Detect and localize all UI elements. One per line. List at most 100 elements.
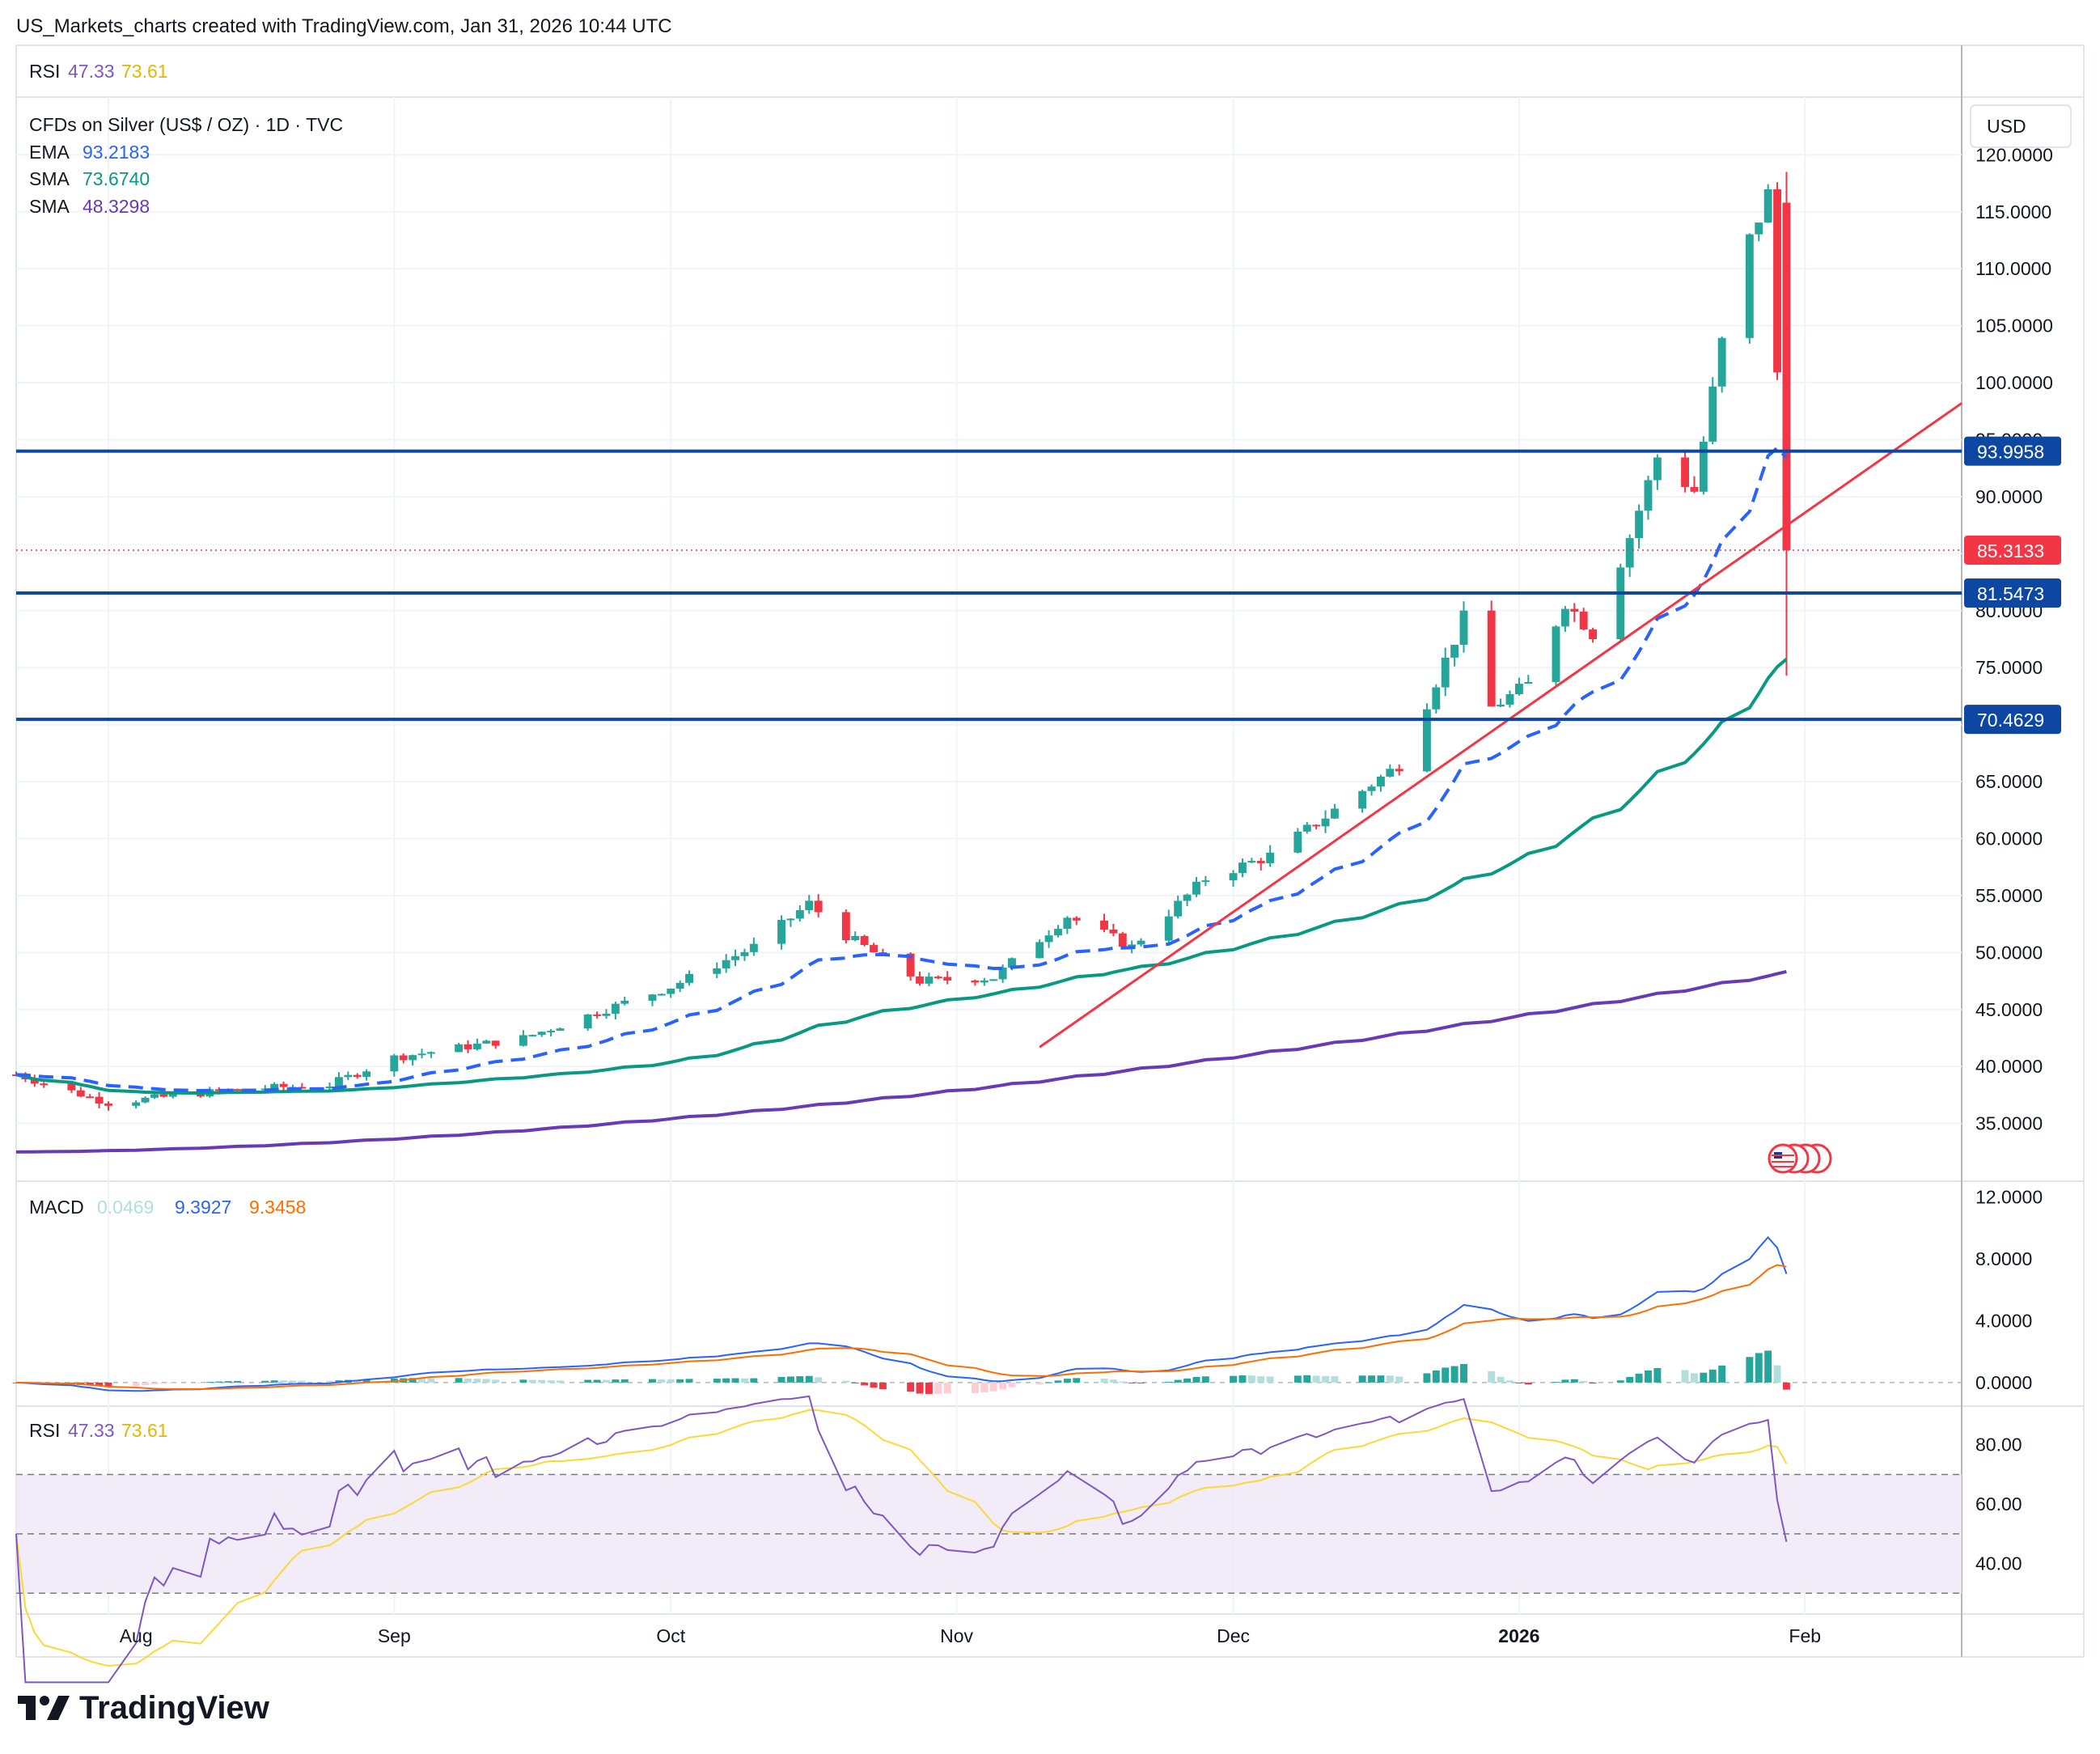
candle-body [1109, 929, 1118, 934]
macd-histogram-bar [1450, 1366, 1459, 1383]
macd-histogram-bar [934, 1382, 942, 1394]
candle-body [1376, 776, 1385, 787]
level-price-label: 70.4629 [1977, 710, 2044, 731]
macd-histogram-bar [612, 1379, 620, 1383]
macd-histogram-bar [95, 1382, 104, 1387]
macd-histogram-bar [805, 1375, 813, 1383]
macd-histogram-bar [1266, 1376, 1274, 1383]
macd-histogram-bar [298, 1380, 306, 1383]
candle-body [1422, 709, 1431, 772]
candle-body [1514, 684, 1523, 695]
candle-body [1745, 234, 1754, 338]
price-axis[interactable]: 120.0000115.0000110.0000105.0000100.0000… [1975, 144, 2053, 1133]
candle-body [491, 1040, 500, 1046]
macd-histogram-bar [722, 1378, 730, 1383]
time-tick-label: Oct [656, 1625, 685, 1646]
macd-histogram-bar [1645, 1370, 1652, 1383]
candle-body [409, 1055, 417, 1061]
candle-body [1008, 958, 1016, 968]
macd-price-axis[interactable]: 12.0000 8.0000 4.0000 0.0000 [1975, 1187, 2043, 1393]
candle-body [76, 1090, 85, 1097]
macd-histogram-bar [1570, 1379, 1578, 1383]
candle-body [675, 982, 684, 989]
candle-body [805, 900, 814, 910]
price-tick-label: 35.0000 [1975, 1113, 2043, 1134]
candle-body [1717, 337, 1726, 387]
candle-body [399, 1055, 408, 1061]
candle-body [777, 920, 785, 944]
macd-histogram-bar [1635, 1373, 1643, 1383]
price-tick-label: 75.0000 [1975, 657, 2043, 678]
candle-body [1312, 824, 1321, 827]
tradingview-logo[interactable]: TradingView [18, 1690, 270, 1726]
candle-body [159, 1094, 168, 1097]
sma-long-line [15, 969, 1787, 1154]
us-flag-event-icon[interactable] [1768, 1143, 1832, 1174]
macd-histogram-bar [1718, 1365, 1726, 1383]
rsi-label: RSI [29, 1420, 60, 1441]
candle-body [1238, 862, 1247, 874]
price-tick-label: 100.0000 [1975, 372, 2053, 393]
candle-body [150, 1094, 159, 1098]
candle-body [1321, 818, 1330, 827]
macd-histogram-bar [713, 1379, 721, 1383]
candle-body [1183, 894, 1192, 901]
candle-body [1072, 917, 1081, 921]
candle-body [1644, 480, 1653, 511]
macd-histogram-bar [1201, 1376, 1209, 1383]
candle-body [620, 1000, 629, 1004]
pane-frame [15, 44, 2085, 1658]
candle-body [906, 953, 915, 977]
candle-body [1441, 657, 1450, 688]
macd-histogram-bar [1165, 1381, 1173, 1383]
macd-tick-label: 8.0000 [1975, 1248, 2032, 1269]
level-price-badge [1964, 705, 2061, 735]
price-tick-label: 40.0000 [1975, 1056, 2043, 1077]
macd-histogram-bar [1773, 1365, 1781, 1383]
candle-body [168, 1094, 177, 1097]
candle-body [980, 980, 989, 983]
rsi-value: 47.33 [68, 1420, 115, 1441]
macd-histogram-bar [1386, 1375, 1394, 1383]
candle-body [602, 1013, 611, 1016]
time-axis[interactable]: Aug Sep Oct Nov Dec 2026 Feb [120, 1625, 1821, 1646]
candle-body [1137, 940, 1145, 945]
rsi-price-axis[interactable]: 80.00 60.00 40.00 [1975, 1434, 2022, 1574]
macd-histogram-bar [261, 1380, 269, 1383]
macd-histogram-bar [1616, 1380, 1624, 1383]
candle-body [1616, 567, 1625, 640]
macd-histogram-bar [455, 1378, 463, 1383]
macd-label: MACD [29, 1197, 84, 1218]
candle-body [104, 1104, 112, 1106]
currency-button[interactable]: USD [1970, 104, 2072, 148]
candle-body [1755, 222, 1763, 235]
macd-histogram-bar [1230, 1375, 1238, 1383]
candle-body [1459, 610, 1468, 645]
top-rsi-label: RSI [29, 61, 60, 82]
candle-body [1487, 610, 1496, 707]
candle-body [1330, 808, 1339, 819]
macd-signal-line [15, 1264, 1787, 1390]
macd-histogram-bar [1460, 1363, 1467, 1383]
macd-histogram-bar [1183, 1378, 1192, 1383]
currency-label: USD [1987, 116, 2026, 137]
macd-histogram-bar [1708, 1369, 1717, 1383]
main-legend: CFDs on Silver (US$ / OZ) · 1D · TVC EMA… [29, 114, 343, 217]
macd-histogram-bar [1626, 1376, 1634, 1383]
tradingview-logo-icon [18, 1696, 70, 1720]
sma-mid-line [15, 658, 1788, 1095]
candle-body [1690, 486, 1699, 492]
candle-body [455, 1044, 464, 1053]
candle-body [841, 912, 850, 941]
macd-histogram-bar [482, 1379, 490, 1383]
candle-body [1358, 790, 1367, 809]
macd-legend: MACD 0.0469 9.3927 9.3458 [29, 1197, 306, 1218]
candle-body [362, 1071, 371, 1078]
price-tick-label: 110.0000 [1975, 258, 2051, 279]
candle-body [1201, 880, 1210, 883]
macd-histogram-bar [1054, 1380, 1062, 1383]
macd-histogram-bar [1293, 1375, 1302, 1383]
candle-body [270, 1083, 279, 1089]
macd-signal-value: 9.3458 [249, 1197, 306, 1218]
